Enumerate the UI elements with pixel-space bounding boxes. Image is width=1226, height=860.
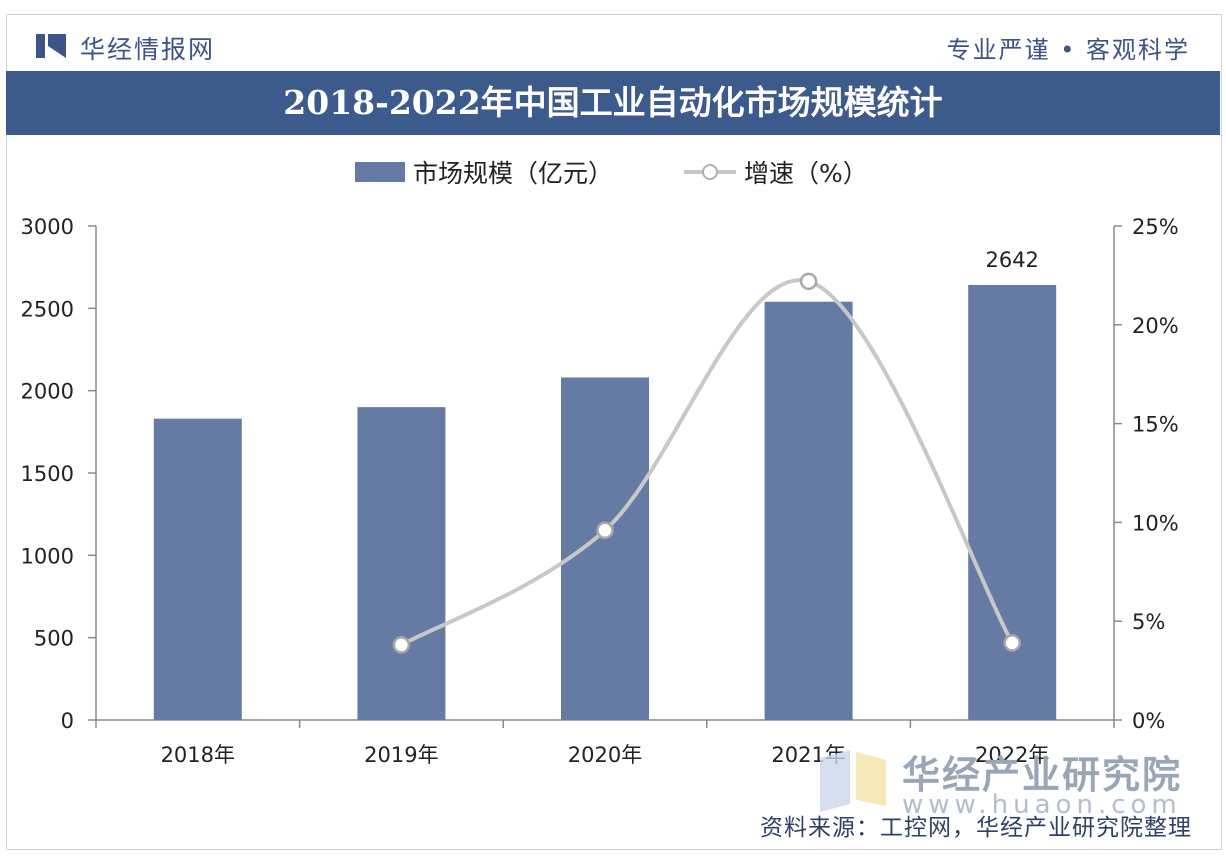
y-tick-label-right: 10% bbox=[1132, 511, 1179, 535]
growth-point bbox=[799, 272, 818, 291]
legend-label-line: 增速（%） bbox=[744, 159, 868, 188]
legend-label-bar: 市场规模（亿元） bbox=[413, 159, 613, 188]
x-tick-label: 2020年 bbox=[568, 743, 642, 767]
bar bbox=[764, 301, 853, 720]
source-note: 资料来源：工控网，华经产业研究院整理 bbox=[760, 815, 1192, 841]
watermark-logo-icon bbox=[820, 750, 886, 812]
y-tick-label-left: 3000 bbox=[21, 215, 74, 239]
y-tick-label-left: 2500 bbox=[21, 297, 74, 321]
x-tick-label: 2019年 bbox=[364, 743, 438, 767]
watermark-url: www.huaon.com bbox=[902, 790, 1182, 820]
y-tick-label-right: 15% bbox=[1132, 413, 1179, 437]
growth-point bbox=[1003, 634, 1021, 652]
legend-swatch-bar bbox=[355, 162, 405, 182]
y-tick-label-left: 2000 bbox=[21, 380, 74, 404]
y-tick-label-left: 1500 bbox=[21, 462, 74, 486]
x-tick-label: 2022年 bbox=[975, 743, 1049, 767]
legend-marker-line bbox=[702, 164, 718, 180]
data-labels: 2642 bbox=[985, 248, 1038, 272]
watermark-name: 华经产业研究院 bbox=[902, 753, 1183, 797]
growth-point bbox=[596, 521, 614, 540]
y-tick-label-left: 0 bbox=[61, 709, 74, 733]
bar bbox=[357, 407, 446, 720]
y-tick-label-right: 25% bbox=[1132, 215, 1179, 239]
slogan: 专业严谨 • 客观科学 bbox=[946, 36, 1190, 64]
bars bbox=[153, 284, 1057, 720]
y-tick-label-left: 500 bbox=[34, 627, 74, 651]
y-tick-label-left: 1000 bbox=[21, 544, 74, 568]
y-tick-label-right: 0% bbox=[1132, 709, 1165, 733]
axes: 0 500 1000 1500 2000 2500 3000 0% 5% 10% 15% 20% 25%… bbox=[21, 215, 1179, 767]
bar bbox=[968, 284, 1057, 720]
brand-logo-icon bbox=[36, 34, 66, 58]
chart-title: 2018-2022年中国工业自动化市场规模统计 bbox=[283, 83, 943, 122]
y-tick-label-right: 20% bbox=[1132, 314, 1179, 338]
x-tick-label: 2018年 bbox=[161, 743, 235, 767]
growth-line-layer bbox=[392, 272, 1021, 654]
growth-line bbox=[400, 278, 1014, 647]
title-bar: 2018-2022年中国工业自动化市场规模统计 bbox=[6, 71, 1220, 135]
legend: 市场规模（亿元） 增速（%） bbox=[355, 159, 868, 188]
brand-name: 华经情报网 bbox=[80, 35, 216, 64]
bar-data-label: 2642 bbox=[985, 248, 1038, 272]
growth-point bbox=[392, 636, 411, 654]
bar bbox=[561, 377, 649, 720]
bar bbox=[153, 418, 242, 720]
y-tick-label-right: 5% bbox=[1132, 610, 1165, 634]
header-bar: 华经情报网 专业严谨 • 客观科学 bbox=[6, 14, 1220, 70]
